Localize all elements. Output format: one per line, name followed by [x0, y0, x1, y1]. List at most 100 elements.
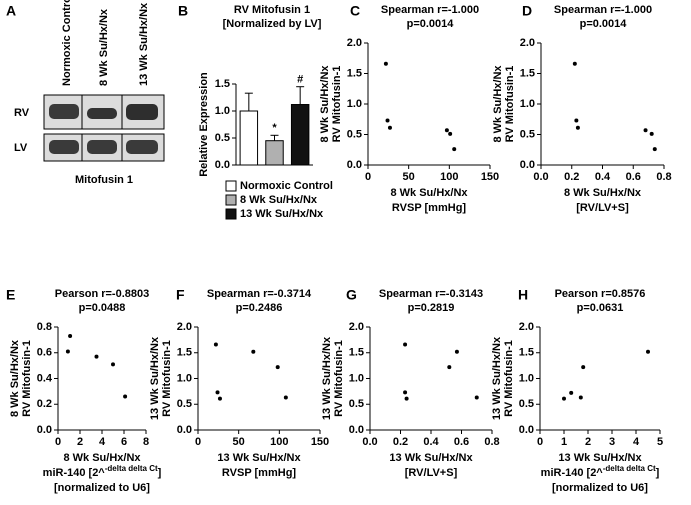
- y-axis-label: RV Mitofusin-1: [503, 340, 515, 417]
- chart-subtitle: p=0.2486: [236, 302, 283, 314]
- y-tick-label: 0.0: [347, 159, 362, 171]
- annotation: #: [297, 74, 303, 86]
- x-tick-label: 0.6: [454, 436, 469, 448]
- x-tick-label: 100: [440, 171, 458, 183]
- x-tick-label: 0: [365, 171, 371, 183]
- legend-label: Normoxic Control: [240, 180, 333, 192]
- lane-label: 13 Wk Su/Hx/Nx: [138, 2, 150, 86]
- x-axis-label-part: ]: [158, 467, 162, 479]
- x-axis-label: miR-140 [2^-delta delta Ct]: [541, 464, 660, 479]
- bar: [290, 104, 310, 166]
- panel-h: H Pearson r=0.8576 p=0.0631 0.0 0.5 1.0 1.5 2.0…: [491, 287, 663, 494]
- point: [215, 390, 220, 395]
- point: [444, 128, 449, 133]
- y-tick-label: 2.0: [520, 37, 535, 49]
- panel-e: E Pearson r=-0.8803 p=0.0488 0.0 0.2 0.4 0.6 0.…: [6, 287, 162, 494]
- y-tick-label: 0.0: [349, 424, 364, 436]
- point: [123, 394, 128, 399]
- panel-letter: D: [522, 3, 532, 19]
- point: [643, 128, 648, 133]
- panel-c: C Spearman r=-1.000 p=0.0014 0.0 0.5 1.0 1.5 2.…: [319, 3, 499, 214]
- x-axis-label-part: -delta delta Ct: [603, 464, 656, 473]
- x-axis-label: [normalized to U6]: [54, 482, 150, 494]
- point: [68, 334, 73, 339]
- x-tick-label: 0: [537, 436, 543, 448]
- y-tick-label: 0.0: [215, 159, 230, 171]
- x-tick-label: 50: [233, 436, 245, 448]
- x-axis-label: [RV/LV+S]: [576, 202, 629, 214]
- y-tick-label: 0.5: [519, 398, 534, 410]
- legend-label: 8 Wk Su/Hx/Nx: [240, 194, 318, 206]
- y-axis-label: 13 Wk Su/Hx/Nx: [321, 336, 333, 420]
- y-tick-label: 0.8: [37, 321, 52, 333]
- y-tick-label: 0.0: [519, 424, 534, 436]
- chart-subtitle: p=0.0631: [577, 302, 624, 314]
- panel-letter: A: [6, 3, 16, 19]
- x-axis-label: 13 Wk Su/Hx/Nx: [217, 452, 301, 464]
- x-tick-label: 8: [143, 436, 149, 448]
- y-tick-label: 0.5: [520, 128, 535, 140]
- panel-f: F Spearman r=-0.3714 p=0.2486 0.0 0.5 1.0 1.5 2…: [149, 287, 329, 479]
- point: [275, 365, 280, 370]
- x-tick-label: 0.0: [533, 171, 548, 183]
- panel-letter: B: [178, 3, 188, 19]
- y-axis-label: RV Mitofusin-1: [331, 66, 343, 143]
- point: [574, 118, 579, 123]
- row-label: LV: [14, 142, 28, 154]
- y-tick-label: 0.5: [215, 132, 230, 144]
- y-tick-label: 0.5: [349, 398, 364, 410]
- x-axis-label: 8 Wk Su/Hx/Nx: [63, 452, 141, 464]
- bar: [239, 110, 259, 166]
- point: [474, 395, 479, 400]
- legend-label: 13 Wk Su/Hx/Nx: [240, 208, 324, 220]
- panel-letter: C: [350, 3, 360, 19]
- y-tick-label: 1.5: [347, 67, 362, 79]
- x-tick-label: 0: [195, 436, 201, 448]
- x-axis-label-part: -delta delta Ct: [105, 464, 158, 473]
- y-axis-label: RV Mitofusin-1: [161, 340, 173, 417]
- legend-swatch: [225, 180, 237, 192]
- point: [385, 118, 390, 123]
- chart-subtitle: [Normalized by LV]: [223, 18, 322, 30]
- x-tick-label: 2: [77, 436, 83, 448]
- x-tick-label: 0.6: [626, 171, 641, 183]
- legend-swatch: [225, 208, 237, 220]
- y-axis-label: Relative Expression: [198, 72, 210, 177]
- y-tick-label: 0.2: [37, 398, 52, 410]
- point: [447, 365, 452, 370]
- point: [217, 396, 222, 401]
- x-tick-label: 2: [585, 436, 591, 448]
- x-tick-label: 1: [561, 436, 567, 448]
- y-tick-label: 1.0: [349, 372, 364, 384]
- y-axis-label: RV Mitofusin-1: [504, 66, 516, 143]
- y-tick-label: 1.0: [215, 105, 230, 117]
- y-axis-label: 13 Wk Su/Hx/Nx: [491, 336, 503, 420]
- y-tick-label: 1.5: [519, 347, 534, 359]
- y-tick-label: 1.5: [215, 78, 230, 90]
- x-tick-label: 0.8: [656, 171, 671, 183]
- blot-band: [126, 104, 158, 120]
- x-tick-label: 4: [633, 436, 640, 448]
- x-axis-label-part: miR-140 [2^: [541, 467, 604, 479]
- y-tick-label: 0.0: [37, 424, 52, 436]
- x-tick-label: 0.0: [362, 436, 377, 448]
- x-tick-label: 100: [270, 436, 288, 448]
- legend-swatch: [225, 194, 237, 206]
- x-tick-label: 3: [609, 436, 615, 448]
- panel-letter: F: [176, 287, 185, 303]
- y-tick-label: 0.0: [177, 424, 192, 436]
- x-tick-label: 4: [99, 436, 106, 448]
- x-tick-label: 0: [55, 436, 61, 448]
- x-tick-label: 0.4: [595, 171, 611, 183]
- y-tick-label: 1.0: [177, 372, 192, 384]
- y-axis-label: 13 Wk Su/Hx/Nx: [149, 336, 161, 420]
- annotation: *: [272, 122, 277, 134]
- panel-letter: G: [346, 287, 357, 303]
- point: [403, 390, 408, 395]
- x-axis-label-part: ]: [656, 467, 660, 479]
- point: [213, 342, 218, 347]
- point: [454, 349, 459, 354]
- blot-band: [49, 140, 79, 154]
- point: [575, 125, 580, 130]
- x-axis-label: [normalized to U6]: [552, 482, 648, 494]
